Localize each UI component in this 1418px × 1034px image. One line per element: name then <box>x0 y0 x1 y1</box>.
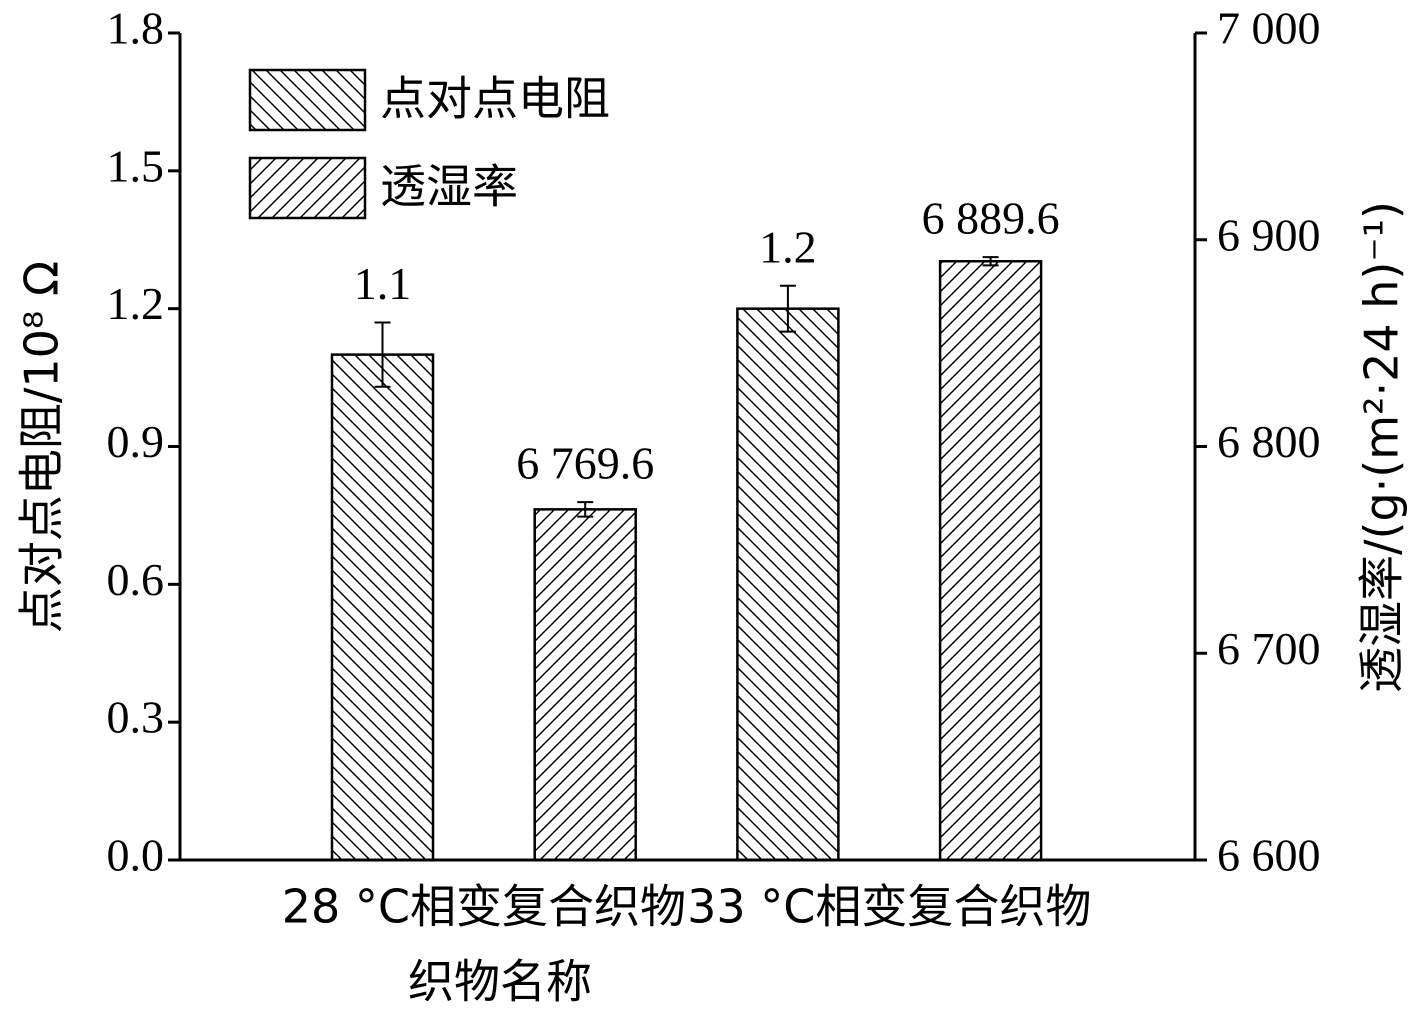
y-tick-label: 0.0 <box>107 830 165 881</box>
x-axis-label: 织物名称 <box>408 955 592 1009</box>
bar <box>938 260 1043 862</box>
y2-tick-label: 6 700 <box>1217 623 1321 674</box>
y-tick-label: 0.9 <box>107 416 165 467</box>
y-tick-label: 1.5 <box>107 140 165 191</box>
value-label: 6 889.6 <box>922 193 1060 244</box>
error-bar <box>577 501 594 518</box>
error-bar <box>982 256 999 267</box>
y-tick-label: 1.8 <box>107 3 165 54</box>
bar <box>533 508 637 862</box>
legend-swatch <box>248 156 367 220</box>
y2-axis-label: 透湿率/(g·(m²·24 h)⁻¹) <box>1355 201 1409 693</box>
y2-tick-label: 6 600 <box>1217 830 1321 881</box>
y-tick-label: 1.2 <box>107 278 165 329</box>
legend-label: 透湿率 <box>380 160 518 214</box>
y-tick-label: 0.3 <box>107 692 165 743</box>
x-tick-label: 28 °C相变复合织物 <box>282 880 686 934</box>
value-label: 1.2 <box>759 221 817 272</box>
x-tick-label: 33 °C相变复合织物 <box>687 880 1091 934</box>
y2-tick-label: 6 900 <box>1217 209 1321 260</box>
error-bar <box>374 321 391 388</box>
value-label: 1.1 <box>354 258 412 309</box>
y2-tick-label: 7 000 <box>1217 3 1321 54</box>
y2-tick-label: 6 800 <box>1217 416 1321 467</box>
error-bar <box>779 284 796 333</box>
legend-label: 点对点电阻 <box>380 72 610 126</box>
bar <box>736 307 840 862</box>
legend-swatch <box>248 68 367 132</box>
bar <box>330 353 435 862</box>
value-label: 6 769.6 <box>516 438 654 489</box>
y-axis-label: 点对点电阻/10⁸ Ω <box>15 261 69 633</box>
y-tick-label: 0.6 <box>107 554 165 605</box>
